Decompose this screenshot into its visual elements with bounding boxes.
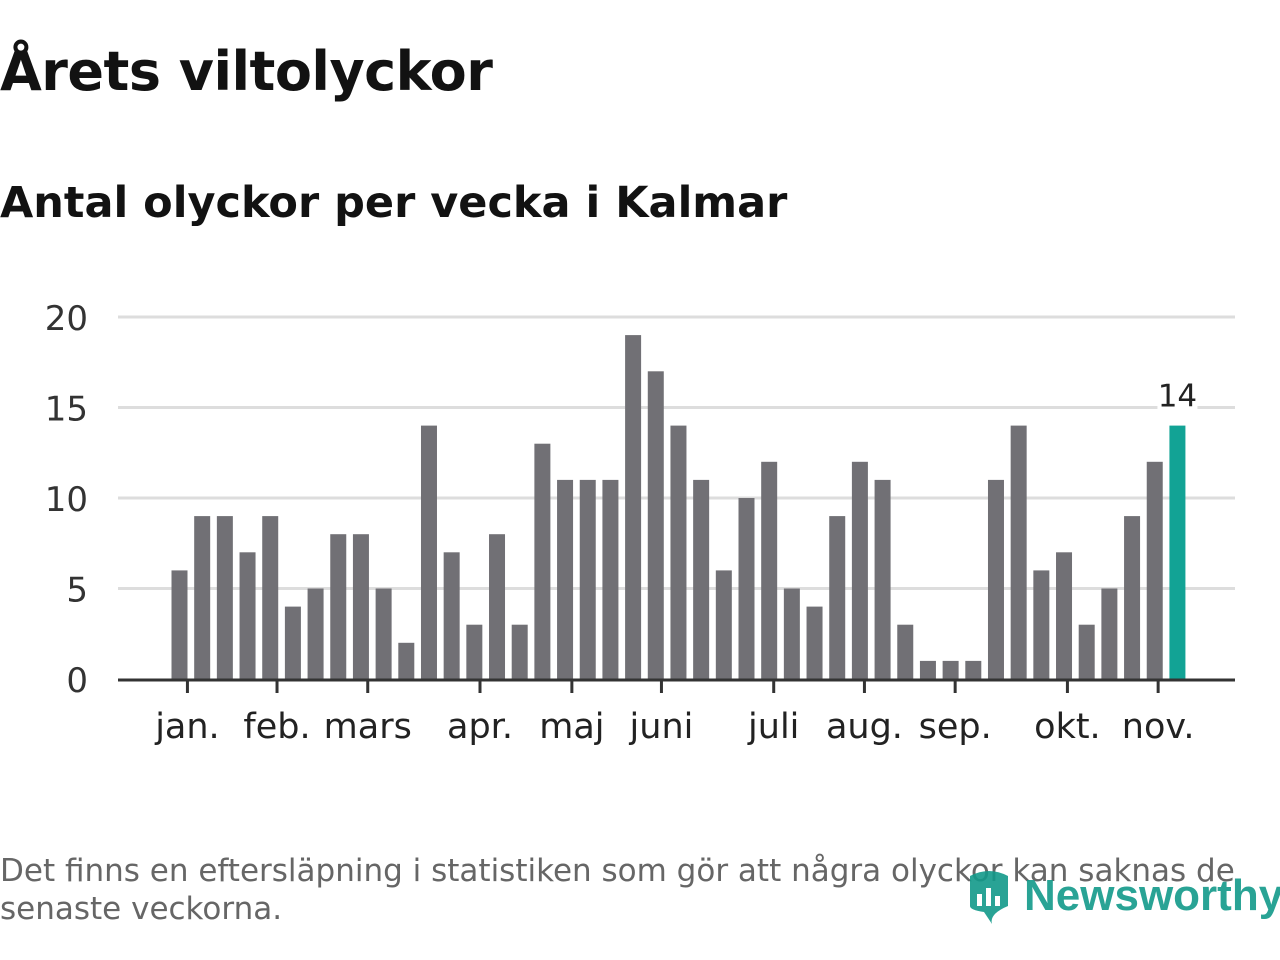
x-tick-label: feb.	[243, 707, 310, 747]
x-tick-label: maj	[539, 707, 604, 747]
bar	[851, 461, 868, 679]
bar	[1010, 425, 1027, 679]
footnote: Det finns en eftersläpning i statistiken…	[0, 853, 1235, 927]
bar	[647, 371, 664, 679]
bar	[1033, 570, 1050, 679]
bar	[806, 606, 823, 679]
y-tick-label: 20	[45, 299, 88, 339]
y-tick-label: 10	[45, 480, 88, 520]
bar	[307, 588, 324, 679]
bar	[693, 479, 710, 679]
bar	[1101, 588, 1118, 679]
chart-title: Årets viltolyckor	[0, 40, 493, 103]
x-tick-label: jan.	[154, 707, 219, 747]
chart-subtitle: Antal olyckor per vecka i Kalmar	[0, 178, 788, 228]
x-tick-label: nov.	[1122, 707, 1195, 747]
bar	[171, 570, 188, 679]
bar	[216, 516, 233, 679]
bar	[443, 552, 460, 679]
newsworthy-logo[interactable]: Newsworthy	[964, 864, 1280, 928]
bar	[239, 552, 256, 679]
bar-chart-bubble-icon	[970, 871, 1008, 924]
bars-layer	[171, 335, 1186, 679]
x-axis-month-labels: jan. feb. mars apr. maj juni juli aug. sep. okt. n…	[154, 680, 1195, 747]
y-tick-label: 5	[66, 571, 88, 611]
x-tick-label: sep.	[919, 707, 992, 747]
bar	[761, 461, 778, 679]
bar	[874, 479, 891, 679]
bar	[330, 534, 347, 679]
bar	[1078, 624, 1095, 679]
bar	[352, 534, 369, 679]
x-tick-label: juni	[629, 707, 694, 747]
bar	[194, 516, 211, 679]
bar-highlight	[1169, 425, 1186, 679]
data-label-bg	[1157, 379, 1198, 416]
bar	[1124, 516, 1141, 679]
bar	[738, 498, 755, 679]
bar	[489, 534, 506, 679]
bar	[625, 335, 642, 679]
bar	[919, 660, 936, 679]
x-tick-label: okt.	[1034, 707, 1101, 747]
x-tick-label: apr.	[447, 707, 513, 747]
bar	[284, 606, 301, 679]
bar	[602, 479, 619, 679]
data-label: 14	[1158, 379, 1197, 415]
bar	[783, 588, 800, 679]
bar	[670, 425, 687, 679]
y-axis-tick-labels: 0 5 10 15 20	[45, 299, 88, 701]
bar	[557, 479, 574, 679]
bar	[987, 479, 1004, 679]
bar	[942, 660, 959, 679]
x-tick-label: aug.	[826, 707, 903, 747]
bar	[375, 588, 392, 679]
bar	[466, 624, 483, 679]
x-tick-label: mars	[324, 707, 412, 747]
y-tick-label: 0	[66, 661, 88, 701]
bar	[1146, 461, 1163, 679]
bar	[534, 443, 551, 679]
x-tick-label: juli	[747, 707, 799, 747]
logo-text: Newsworthy	[1024, 871, 1280, 920]
bar	[897, 624, 914, 679]
bar	[829, 516, 846, 679]
bar	[262, 516, 279, 679]
annotation-layer: 14	[1157, 379, 1198, 416]
bar	[398, 642, 415, 679]
bar	[420, 425, 437, 679]
bar	[579, 479, 596, 679]
bar	[965, 660, 982, 679]
bar	[511, 624, 528, 679]
bar	[1056, 552, 1073, 679]
y-tick-label: 15	[45, 390, 88, 430]
bar	[715, 570, 732, 679]
